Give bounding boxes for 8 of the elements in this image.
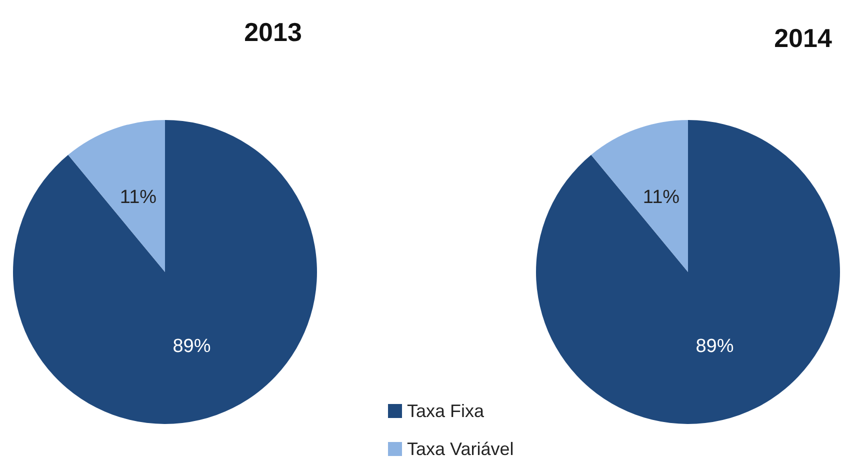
chart-title: 2014 bbox=[774, 23, 832, 53]
data-label: 89% bbox=[172, 336, 211, 357]
legend-label: Taxa Fixa bbox=[407, 401, 486, 421]
legend-label: Taxa Variável bbox=[407, 439, 514, 459]
data-label: 11% bbox=[642, 187, 680, 208]
data-label: 11% bbox=[120, 187, 157, 208]
data-label: 89% bbox=[696, 336, 734, 357]
chart-title: 2013 bbox=[244, 17, 302, 47]
